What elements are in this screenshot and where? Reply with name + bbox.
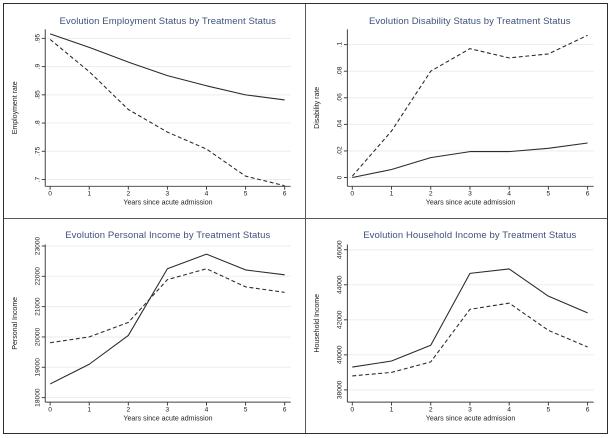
- x-axis-title: Years since acute admission: [123, 199, 212, 206]
- x-tick-label: 4: [205, 191, 209, 198]
- quadrant-employment: Evolution Employment Status by Treatment…: [4, 4, 306, 219]
- x-tick-label: 2: [428, 191, 432, 198]
- y-axis-title: Household Income: [313, 293, 320, 352]
- x-tick-label: 3: [468, 406, 472, 413]
- x-tick-label: 3: [166, 191, 170, 198]
- quadrant-disability: Evolution Disability Status by Treatment…: [305, 4, 607, 219]
- y-tick-label: .08: [336, 66, 343, 76]
- y-tick-label: .7: [34, 176, 41, 182]
- dashed-series-line: [351, 302, 588, 376]
- x-tick-label: 0: [350, 191, 354, 198]
- y-tick-label: 22000: [34, 266, 41, 285]
- x-tick-label: 2: [126, 406, 130, 413]
- x-tick-label: 0: [350, 406, 354, 413]
- x-tick-label: 2: [126, 191, 130, 198]
- y-tick-label: 46000: [336, 240, 343, 259]
- x-tick-label: 3: [468, 191, 472, 198]
- solid-series-line: [49, 253, 285, 384]
- chart-title-employment: Evolution Employment Status by Treatment…: [59, 15, 276, 27]
- x-tick-label: 6: [585, 191, 589, 198]
- dashed-series-line: [50, 267, 285, 343]
- y-tick-label: 0: [336, 175, 343, 179]
- y-tick-label: 23000: [34, 236, 41, 255]
- solid-series-line: [49, 33, 285, 101]
- y-tick-label: 38000: [336, 380, 343, 399]
- solid-series-line: [351, 142, 588, 179]
- household-income-chart: 38000 40000 42000 44000 46000 0 1 2 3 4 5 6 Househol…: [313, 240, 594, 422]
- y-tick-label: 44000: [336, 275, 343, 294]
- y-tick-label: 42000: [336, 310, 343, 329]
- x-tick-label: 6: [283, 191, 287, 198]
- x-tick-label: 5: [244, 191, 248, 198]
- dashed-series-line: [49, 39, 285, 187]
- y-tick-label: .02: [336, 146, 343, 156]
- x-tick-label: 4: [507, 406, 511, 413]
- x-tick-label: 4: [507, 191, 511, 198]
- x-tick-label: 5: [244, 406, 248, 413]
- y-tick-label: 21000: [34, 297, 41, 316]
- x-tick-label: 0: [48, 191, 52, 198]
- chart-title-personal-income: Evolution Personal Income by Treatment S…: [65, 230, 271, 242]
- y-tick-label: .75: [34, 146, 41, 156]
- x-tick-label: 5: [546, 191, 550, 198]
- y-tick-label: 40000: [336, 345, 343, 364]
- chart-title-household-income: Evolution Household Income by Treatment …: [363, 230, 577, 242]
- chart-title-disability: Evolution Disability Status by Treatment…: [368, 15, 571, 27]
- y-tick-label: .06: [336, 93, 343, 103]
- y-axis-title: Employment rate: [12, 81, 19, 134]
- x-axis-title: Years since acute admission: [425, 415, 515, 422]
- y-tick-label: .8: [34, 120, 41, 126]
- x-tick-label: 3: [166, 406, 170, 413]
- figure-window: Evolution Employment Status by Treatment…: [3, 3, 608, 434]
- y-tick-label: 19000: [34, 357, 41, 376]
- x-axis-title: Years since acute admission: [425, 199, 515, 206]
- solid-series-line: [351, 267, 588, 368]
- x-axis-title: Years since acute admission: [123, 415, 212, 422]
- x-tick-label: 6: [283, 406, 287, 413]
- employment-chart: .7 .75 .8 .85 .9 .95 0 1 2 3 4 5 6 Employment rate Yea…: [12, 29, 291, 206]
- x-tick-label: 1: [389, 406, 393, 413]
- x-tick-label: 6: [585, 406, 589, 413]
- y-tick-label: .04: [336, 119, 343, 129]
- y-axis-title: Disability rate: [313, 87, 320, 129]
- personal-income-chart: 18000 19000 20000 21000 22000 23000 0 1 2 3 4 5 6 Per…: [12, 236, 291, 422]
- x-tick-label: 0: [48, 406, 52, 413]
- y-axis-title: Personal Income: [12, 296, 19, 349]
- disability-chart: 0 .02 .04 .06 .08 .1 0 1 2 3 4 5 6 Disability rate Yea…: [313, 29, 594, 206]
- y-tick-label: 18000: [34, 388, 41, 407]
- x-tick-label: 1: [389, 191, 393, 198]
- y-tick-label: 20000: [34, 327, 41, 346]
- y-tick-label: .1: [336, 42, 343, 48]
- x-tick-label: 1: [87, 191, 91, 198]
- y-tick-label: .95: [34, 33, 41, 43]
- y-tick-label: .9: [34, 64, 41, 70]
- chart-grid: Evolution Employment Status by Treatment…: [4, 4, 607, 433]
- x-tick-label: 1: [87, 406, 91, 413]
- x-tick-label: 5: [546, 406, 550, 413]
- quadrant-personal-income: Evolution Personal Income by Treatment S…: [4, 218, 306, 433]
- quadrant-household-income: Evolution Household Income by Treatment …: [306, 219, 608, 434]
- x-tick-label: 2: [428, 406, 432, 413]
- dashed-series-line: [351, 34, 588, 177]
- y-tick-label: .85: [34, 90, 41, 100]
- x-tick-label: 4: [205, 406, 209, 413]
